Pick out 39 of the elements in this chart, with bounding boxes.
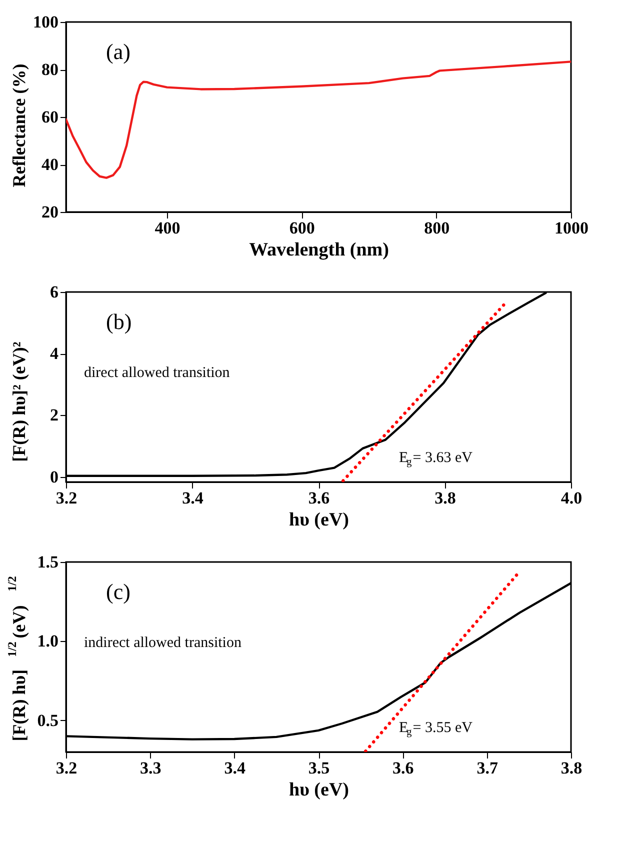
annotation: indirect allowed transition	[84, 635, 242, 651]
x-tick-label: 3.5	[308, 758, 330, 778]
y-axis-title: [F(R) hυ]² (eV)²	[9, 342, 29, 462]
annotation: (b)	[106, 309, 132, 334]
x-tick-label: 3.8	[560, 758, 582, 778]
y-axis-title: Reflectance (%)	[9, 64, 29, 188]
y-tick-label: 2	[50, 406, 58, 425]
y-axis-title: [F(R) hυ]1/2 (eV)1/2	[5, 576, 29, 742]
x-tick-label: 3.4	[182, 488, 204, 508]
x-tick-label: 800	[424, 218, 450, 238]
y-tick-label: 60	[42, 108, 58, 126]
x-tick-label: 3.2	[56, 488, 78, 508]
x-tick-label: 3.6	[308, 488, 330, 508]
y-tick-label: 0	[50, 467, 58, 486]
y-tick-label: 80	[42, 60, 58, 79]
y-tick-label: 100	[33, 12, 58, 32]
x-tick-label: 3.3	[140, 758, 162, 778]
y-tick-label: 1.0	[37, 632, 58, 651]
y-tick-label: 1.5	[37, 552, 58, 572]
x-tick-label: 3.4	[224, 758, 246, 778]
annotation: (a)	[106, 39, 130, 64]
annotation: direct allowed transition	[84, 365, 230, 381]
y-tick-label: 40	[42, 155, 58, 174]
y-tick-label: 6	[50, 282, 58, 302]
x-tick-label: 1000	[554, 218, 588, 238]
x-tick-label: 600	[289, 218, 315, 238]
x-tick-label: 3.2	[56, 758, 78, 778]
x-axis-title: hυ (eV)	[289, 510, 349, 530]
x-tick-label: 3.8	[434, 488, 456, 508]
annotation: (c)	[106, 579, 130, 604]
x-tick-label: 4.0	[560, 488, 582, 508]
y-tick-label: 4	[50, 344, 59, 364]
x-axis-title: Wavelength (nm)	[249, 240, 389, 260]
x-tick-label: 3.6	[392, 758, 414, 778]
x-tick-label: 400	[154, 218, 180, 238]
y-tick-label: 20	[42, 202, 58, 222]
x-tick-label: 3.7	[476, 758, 498, 778]
x-axis-title: hυ (eV)	[289, 780, 349, 800]
y-tick-label: 0.5	[37, 710, 58, 730]
